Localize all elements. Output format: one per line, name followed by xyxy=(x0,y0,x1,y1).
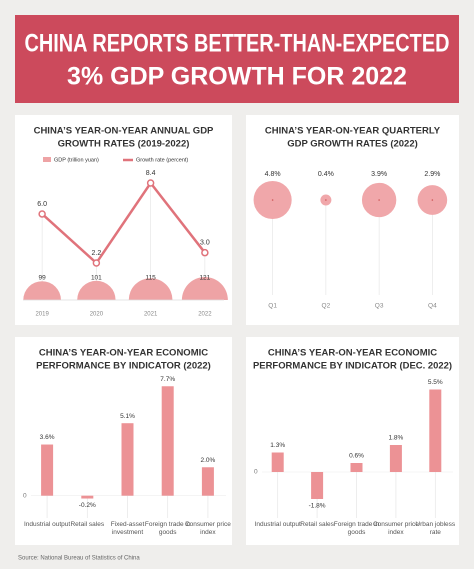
value-label: 3.6% xyxy=(40,434,55,441)
value-label: 7.7% xyxy=(160,376,175,383)
x-tick-label: 2022 xyxy=(198,312,212,318)
value-label: -0.2% xyxy=(79,502,96,509)
gdp-bubble xyxy=(77,280,116,300)
growth-point xyxy=(38,210,46,218)
growth-label: 8.4 xyxy=(146,170,156,177)
growth-point xyxy=(201,248,209,257)
value-label: 2.0% xyxy=(200,457,215,464)
gdp-label: 101 xyxy=(91,275,102,282)
gdp-bubble xyxy=(23,281,61,300)
bar xyxy=(161,386,174,496)
gdp-label: 99 xyxy=(39,275,47,282)
growth-label: 6.0 xyxy=(37,201,47,208)
bar xyxy=(389,445,402,472)
x-tick-label: Foreign trade in goods xyxy=(333,521,380,536)
x-tick-label: 2019 xyxy=(35,312,49,318)
growth-label: 2.2 xyxy=(92,250,102,257)
x-tick-label: Q3 xyxy=(375,303,384,310)
value-label: 1.3% xyxy=(270,442,285,449)
x-tick-label: 2021 xyxy=(144,312,158,318)
x-tick-label: Consumer price index xyxy=(372,521,419,536)
growth-point xyxy=(92,259,101,267)
growth-label: 3.0 xyxy=(200,240,210,247)
value-label: 0.6% xyxy=(349,453,364,460)
bubble-center xyxy=(378,199,380,201)
y-tick-label: 0 xyxy=(254,469,258,476)
x-tick-label: Retail sales xyxy=(300,521,334,528)
x-tick-label: Consumer price index xyxy=(184,521,231,536)
chart-title: CHINA’S YEAR-ON-YEAR ECONOMIC xyxy=(39,348,208,359)
x-tick-label: Retail sales xyxy=(70,521,105,528)
x-tick-label: Q2 xyxy=(322,303,331,310)
legend-swatch xyxy=(43,157,51,162)
chart-title: GDP GROWTH RATES (2022) xyxy=(287,139,418,150)
bubble-center xyxy=(271,199,274,201)
header-title: 3% GDP GROWTH FOR 2022 xyxy=(67,63,407,91)
legend-label: Growth rate (percent) xyxy=(136,157,188,163)
chart-title: CHINA’S YEAR-ON-YEAR QUARTERLY xyxy=(265,126,441,137)
value-label: 2.9% xyxy=(424,171,440,178)
bubble-center xyxy=(431,199,434,201)
chart-title: PERFORMANCE BY INDICATOR (2022) xyxy=(36,361,211,372)
gdp-bubble xyxy=(128,278,173,300)
bar xyxy=(350,463,363,472)
header-band xyxy=(15,15,459,103)
gdp-bubble xyxy=(181,277,228,300)
value-label: 1.8% xyxy=(388,435,403,442)
gdp-label: 115 xyxy=(145,275,156,282)
bar xyxy=(311,472,324,499)
x-tick-label: Industrial output xyxy=(254,521,301,528)
gdp-label: 121 xyxy=(199,275,210,282)
panel xyxy=(246,115,459,325)
value-label: 0.4% xyxy=(318,171,334,178)
value-label: 5.5% xyxy=(428,379,443,386)
growth-line xyxy=(41,180,206,265)
x-tick-label: Fixed-asset investment xyxy=(110,521,145,536)
x-tick-label: 2020 xyxy=(90,312,104,318)
x-tick-label: Q1 xyxy=(268,303,277,310)
bar xyxy=(271,452,284,472)
y-tick-label: 0 xyxy=(23,492,27,499)
chart-title: CHINA’S YEAR-ON-YEAR ECONOMIC xyxy=(268,348,437,359)
chart-title: PERFORMANCE BY INDICATOR (DEC. 2022) xyxy=(253,361,452,372)
header-title: CHINA REPORTS BETTER-THAN-EXPECTED xyxy=(25,30,450,58)
source-note: Source: National Bureau of Statistics of… xyxy=(18,556,140,562)
chart-title: GROWTH RATES (2019-2022) xyxy=(58,139,190,150)
value-label: 3.9% xyxy=(371,171,387,178)
x-tick-label: Foreign trade in goods xyxy=(144,521,191,536)
growth-point xyxy=(146,179,155,187)
value-label: -1.8% xyxy=(309,503,326,510)
bar xyxy=(429,389,442,472)
bubble-center xyxy=(325,199,327,201)
value-label: 5.1% xyxy=(120,413,135,420)
x-tick-label: Q4 xyxy=(428,303,437,310)
panel xyxy=(246,337,459,545)
x-tick-label: Urban jobless rate xyxy=(415,521,456,536)
bar xyxy=(121,423,134,496)
x-tick-label: Industrial output xyxy=(23,521,71,528)
bar xyxy=(81,495,94,499)
legend-label: GDP (trillion yuan) xyxy=(54,157,99,163)
bar xyxy=(41,444,54,496)
bar xyxy=(201,467,214,496)
value-label: 4.8% xyxy=(265,171,281,178)
chart-title: CHINA’S YEAR-ON-YEAR ANNUAL GDP xyxy=(34,126,214,137)
